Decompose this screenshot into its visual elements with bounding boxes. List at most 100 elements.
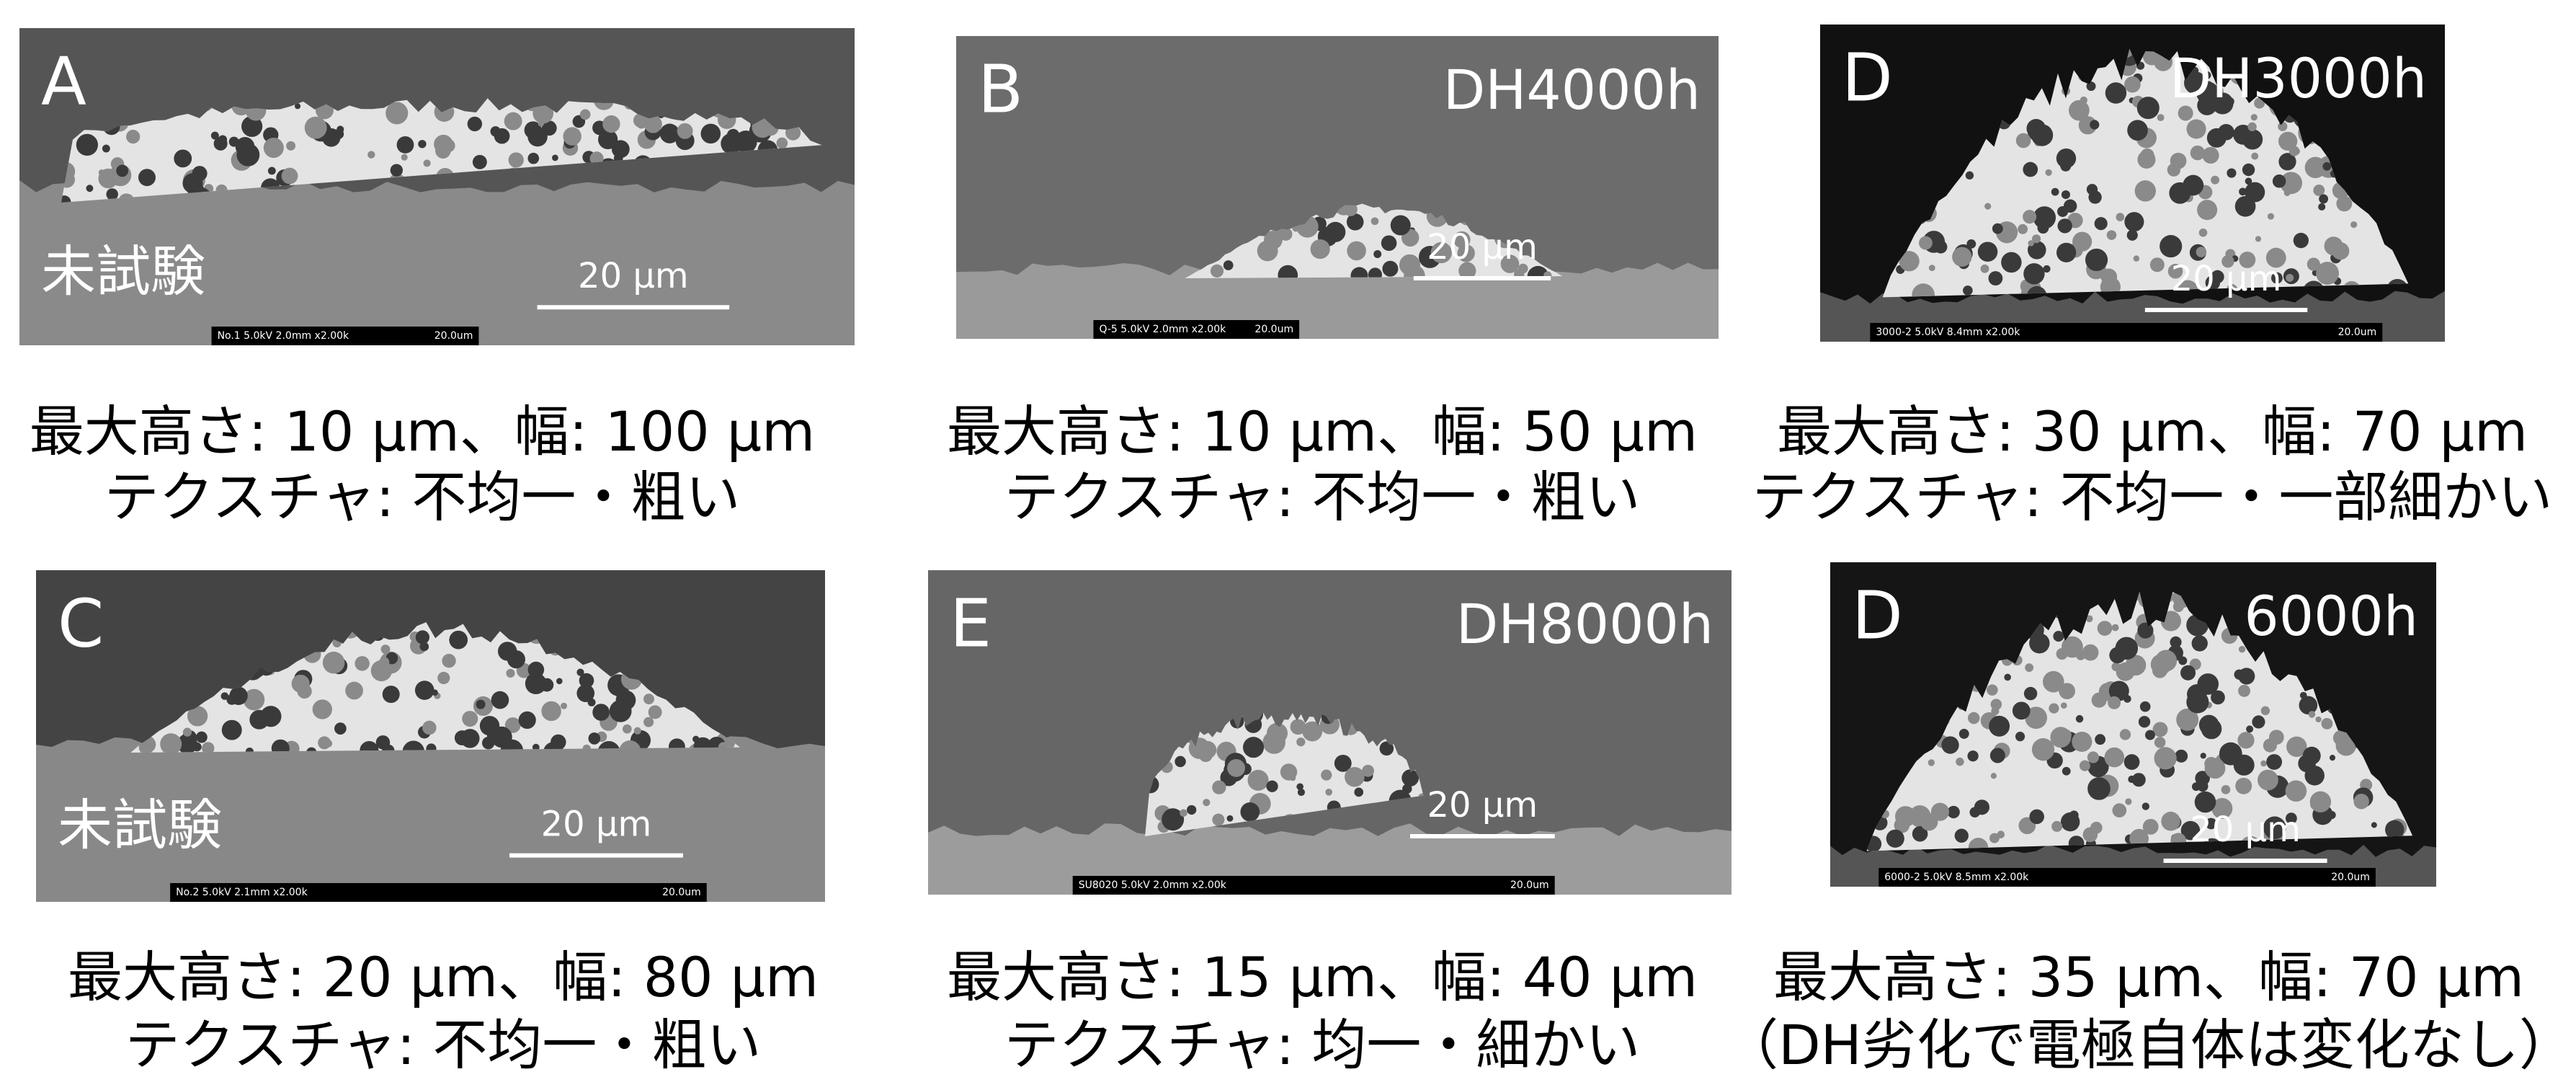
pore bbox=[268, 167, 276, 174]
pore bbox=[2169, 182, 2191, 204]
pore bbox=[1989, 833, 2000, 843]
pore bbox=[1967, 750, 1978, 761]
pore bbox=[2049, 703, 2059, 713]
pore bbox=[1371, 217, 1379, 225]
pore bbox=[2127, 230, 2138, 241]
pore bbox=[2105, 748, 2125, 768]
pore bbox=[2330, 755, 2335, 761]
pore bbox=[1391, 216, 1411, 236]
pore bbox=[397, 136, 414, 154]
pore bbox=[643, 693, 654, 704]
caption: テクスチャ: 不均一・粗い bbox=[104, 465, 741, 529]
pore bbox=[496, 132, 504, 140]
pore bbox=[174, 149, 192, 167]
pore bbox=[292, 675, 310, 693]
pore bbox=[1356, 267, 1363, 274]
pore bbox=[2315, 717, 2321, 722]
pore bbox=[323, 652, 345, 674]
pore bbox=[2273, 174, 2286, 187]
pore bbox=[2088, 190, 2101, 203]
pore bbox=[552, 155, 558, 161]
pore bbox=[551, 735, 566, 750]
pore bbox=[2087, 751, 2099, 763]
pore bbox=[2260, 761, 2266, 766]
pore bbox=[324, 740, 332, 748]
sem-scale: 20.0um bbox=[434, 330, 473, 342]
pore bbox=[1279, 228, 1292, 241]
pore bbox=[2328, 811, 2336, 819]
pore bbox=[1989, 271, 2003, 285]
scale-bar-label: 20 μm bbox=[578, 256, 689, 296]
pore bbox=[2309, 711, 2316, 718]
pore bbox=[1211, 265, 1224, 278]
pore bbox=[2204, 757, 2218, 771]
pore bbox=[538, 120, 544, 126]
pore bbox=[491, 691, 509, 709]
pore bbox=[2135, 180, 2156, 201]
pore bbox=[160, 733, 182, 755]
pore bbox=[2235, 778, 2252, 794]
pore bbox=[2018, 224, 2028, 234]
sem-info: No.1 5.0kV 2.0mm x2.00k bbox=[218, 330, 349, 342]
panel: Q-5 5.0kV 2.0mm x2.00k20.0um20 μmBDH4000… bbox=[956, 36, 1719, 339]
pore bbox=[1321, 769, 1332, 780]
pore bbox=[192, 166, 208, 181]
pore bbox=[2107, 230, 2117, 240]
caption: （DH劣化で電極自体は変化なし） bbox=[1724, 1013, 2574, 1077]
pore bbox=[2116, 637, 2139, 660]
pore bbox=[527, 153, 539, 164]
pore bbox=[2023, 263, 2044, 284]
pore bbox=[2057, 206, 2068, 217]
pore bbox=[376, 735, 391, 750]
pore bbox=[415, 681, 434, 700]
pore bbox=[2056, 149, 2076, 168]
pore bbox=[1224, 260, 1234, 270]
pore bbox=[1990, 748, 2005, 763]
pore bbox=[2062, 190, 2070, 199]
pore bbox=[2116, 662, 2135, 681]
pore bbox=[2310, 792, 2331, 812]
pore bbox=[2128, 776, 2135, 783]
pore bbox=[2004, 674, 2011, 681]
pore bbox=[2029, 810, 2044, 825]
pore bbox=[1952, 247, 1971, 267]
pore bbox=[126, 130, 140, 143]
panel-letter: B bbox=[978, 50, 1023, 128]
pore bbox=[2247, 123, 2256, 131]
pore bbox=[476, 700, 485, 709]
pore bbox=[2191, 146, 2205, 160]
pore bbox=[1298, 789, 1305, 796]
pore bbox=[305, 117, 327, 139]
pore bbox=[2137, 97, 2160, 119]
pore bbox=[2025, 663, 2033, 672]
pore bbox=[506, 669, 514, 678]
pore bbox=[2221, 785, 2231, 794]
caption: 最大高さ: 10 μm、幅: 100 μm bbox=[30, 399, 815, 464]
pore bbox=[734, 130, 757, 153]
pore bbox=[420, 642, 429, 652]
pore bbox=[1199, 741, 1216, 758]
pore bbox=[1175, 756, 1185, 767]
pore bbox=[468, 117, 482, 131]
pore bbox=[498, 642, 517, 660]
pore bbox=[2157, 114, 2165, 121]
pore bbox=[1203, 799, 1210, 806]
condition-tag: DH8000h bbox=[1456, 592, 1713, 656]
pore bbox=[2112, 803, 2126, 817]
pore bbox=[442, 139, 455, 152]
pore bbox=[2045, 169, 2051, 176]
pore bbox=[2263, 739, 2277, 753]
pore bbox=[610, 700, 632, 722]
pore bbox=[2032, 234, 2041, 243]
pore bbox=[2043, 265, 2050, 272]
pore bbox=[2080, 761, 2090, 771]
pore bbox=[2218, 124, 2234, 141]
sem-info: 6000-2 5.0kV 8.5mm x2.00k bbox=[1884, 872, 2029, 883]
pore bbox=[286, 141, 295, 151]
pore bbox=[2140, 701, 2151, 712]
pore bbox=[2139, 716, 2150, 727]
pore bbox=[221, 692, 229, 700]
pore bbox=[418, 140, 426, 148]
pore bbox=[1991, 707, 1999, 715]
pore bbox=[1267, 723, 1288, 744]
